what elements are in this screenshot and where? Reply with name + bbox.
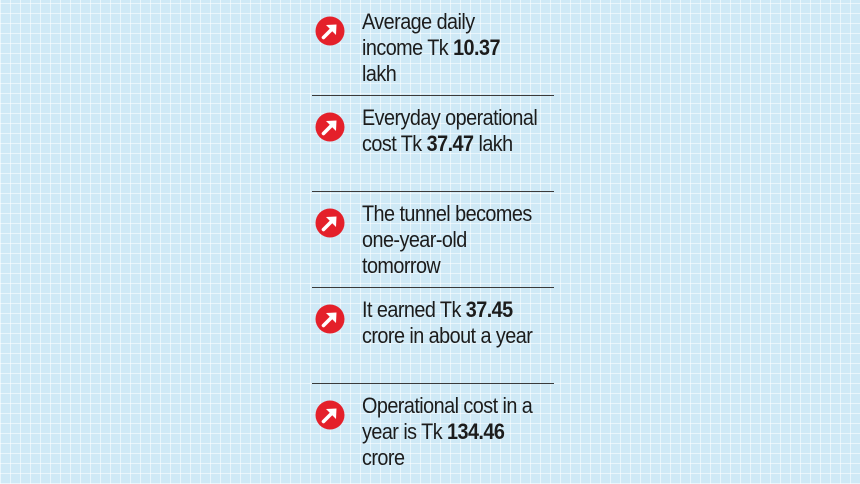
fact-text: Everyday operational cost Tk 37.47 lakh	[362, 105, 538, 157]
fact-figure: 10.37	[453, 35, 500, 60]
fact-figure: 37.45	[465, 297, 513, 322]
fact-figure: 134.46	[447, 419, 505, 444]
fact-text-lead: Everyday operational cost Tk	[362, 105, 538, 156]
fact-figure: 37.47	[426, 131, 474, 156]
arrow-up-right-icon	[315, 400, 345, 430]
fact-item-yearly-cost: Operational cost in a year is Tk 134.46 …	[312, 384, 554, 484]
fact-text: Operational cost in a year is Tk 134.46 …	[362, 393, 538, 471]
arrow-up-right-icon	[315, 16, 345, 46]
fact-text-lead: The tunnel becomes one-year-old tomorrow	[362, 201, 532, 278]
fact-text: It earned Tk 37.45 crore in about a year	[362, 297, 538, 349]
fact-text-lead: Average daily income Tk	[362, 9, 475, 60]
fact-text: Average daily income Tk 10.37 lakh	[362, 9, 538, 87]
fact-item-daily-cost: Everyday operational cost Tk 37.47 lakh	[312, 96, 554, 192]
fact-list: Average daily income Tk 10.37 lakh Every…	[312, 0, 554, 484]
fact-item-yearly-earnings: It earned Tk 37.45 crore in about a year	[312, 288, 554, 384]
arrow-up-right-icon	[315, 304, 345, 334]
fact-text-tail: lakh	[473, 131, 513, 156]
fact-text-tail: crore	[362, 445, 405, 470]
arrow-up-right-icon	[315, 112, 345, 142]
arrow-up-right-icon	[315, 208, 345, 238]
fact-item-anniversary: The tunnel becomes one-year-old tomorrow	[312, 192, 554, 288]
fact-text: The tunnel becomes one-year-old tomorrow	[362, 201, 538, 279]
fact-text-lead: It earned Tk	[362, 297, 466, 322]
fact-text-tail: lakh	[362, 61, 397, 86]
fact-text-tail: crore in about a year	[362, 323, 533, 348]
fact-item-daily-income: Average daily income Tk 10.37 lakh	[312, 0, 554, 96]
fact-text-lead: Operational cost in a year is Tk	[362, 393, 533, 444]
